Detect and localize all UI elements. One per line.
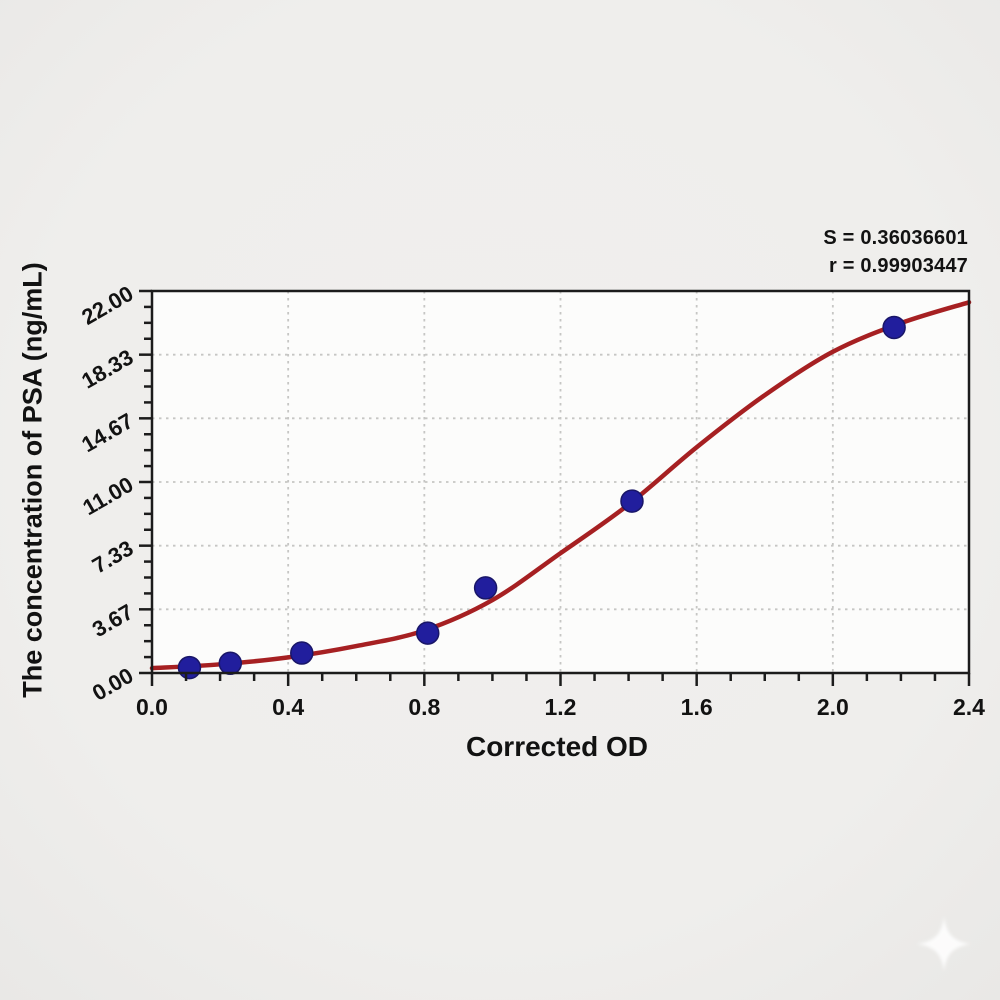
data-point xyxy=(882,315,906,340)
sparkle-watermark-icon xyxy=(917,917,971,971)
y-tick-label: 3.67 xyxy=(88,599,138,642)
x-axis-title: Corrected OD xyxy=(465,731,649,762)
data-point xyxy=(177,655,202,680)
y-axis-title: The concentration of PSA (ng/mL) xyxy=(17,262,48,698)
data-point xyxy=(290,641,314,665)
data-point xyxy=(473,576,498,600)
y-tick-label: 11.00 xyxy=(78,472,137,521)
fit-curve-line xyxy=(149,300,972,671)
y-tick-label: 22.00 xyxy=(77,281,137,330)
fit-statistics: S = 0.36036601 r = 0.99903447 xyxy=(823,224,968,280)
x-tick-label: 0.4 xyxy=(272,694,304,720)
y-tick-label: 18.33 xyxy=(77,344,137,393)
x-tick-label: 2.0 xyxy=(817,694,849,720)
y-tick-label: 14.67 xyxy=(77,408,137,457)
x-tick-label: 0.0 xyxy=(136,694,168,720)
x-tick-label: 1.2 xyxy=(545,694,577,720)
data-point xyxy=(218,651,243,676)
data-point xyxy=(620,489,644,513)
y-tick-label: 7.33 xyxy=(88,535,138,578)
x-tick-label: 2.4 xyxy=(953,694,985,720)
x-tick-label: 1.6 xyxy=(681,694,713,720)
y-tick-label: 0.00 xyxy=(88,663,138,706)
x-tick-label: 0.8 xyxy=(408,694,440,720)
data-point xyxy=(415,621,440,645)
fit-r-value: r = 0.99903447 xyxy=(828,255,968,277)
fit-s-value: S = 0.36036601 xyxy=(823,227,968,249)
